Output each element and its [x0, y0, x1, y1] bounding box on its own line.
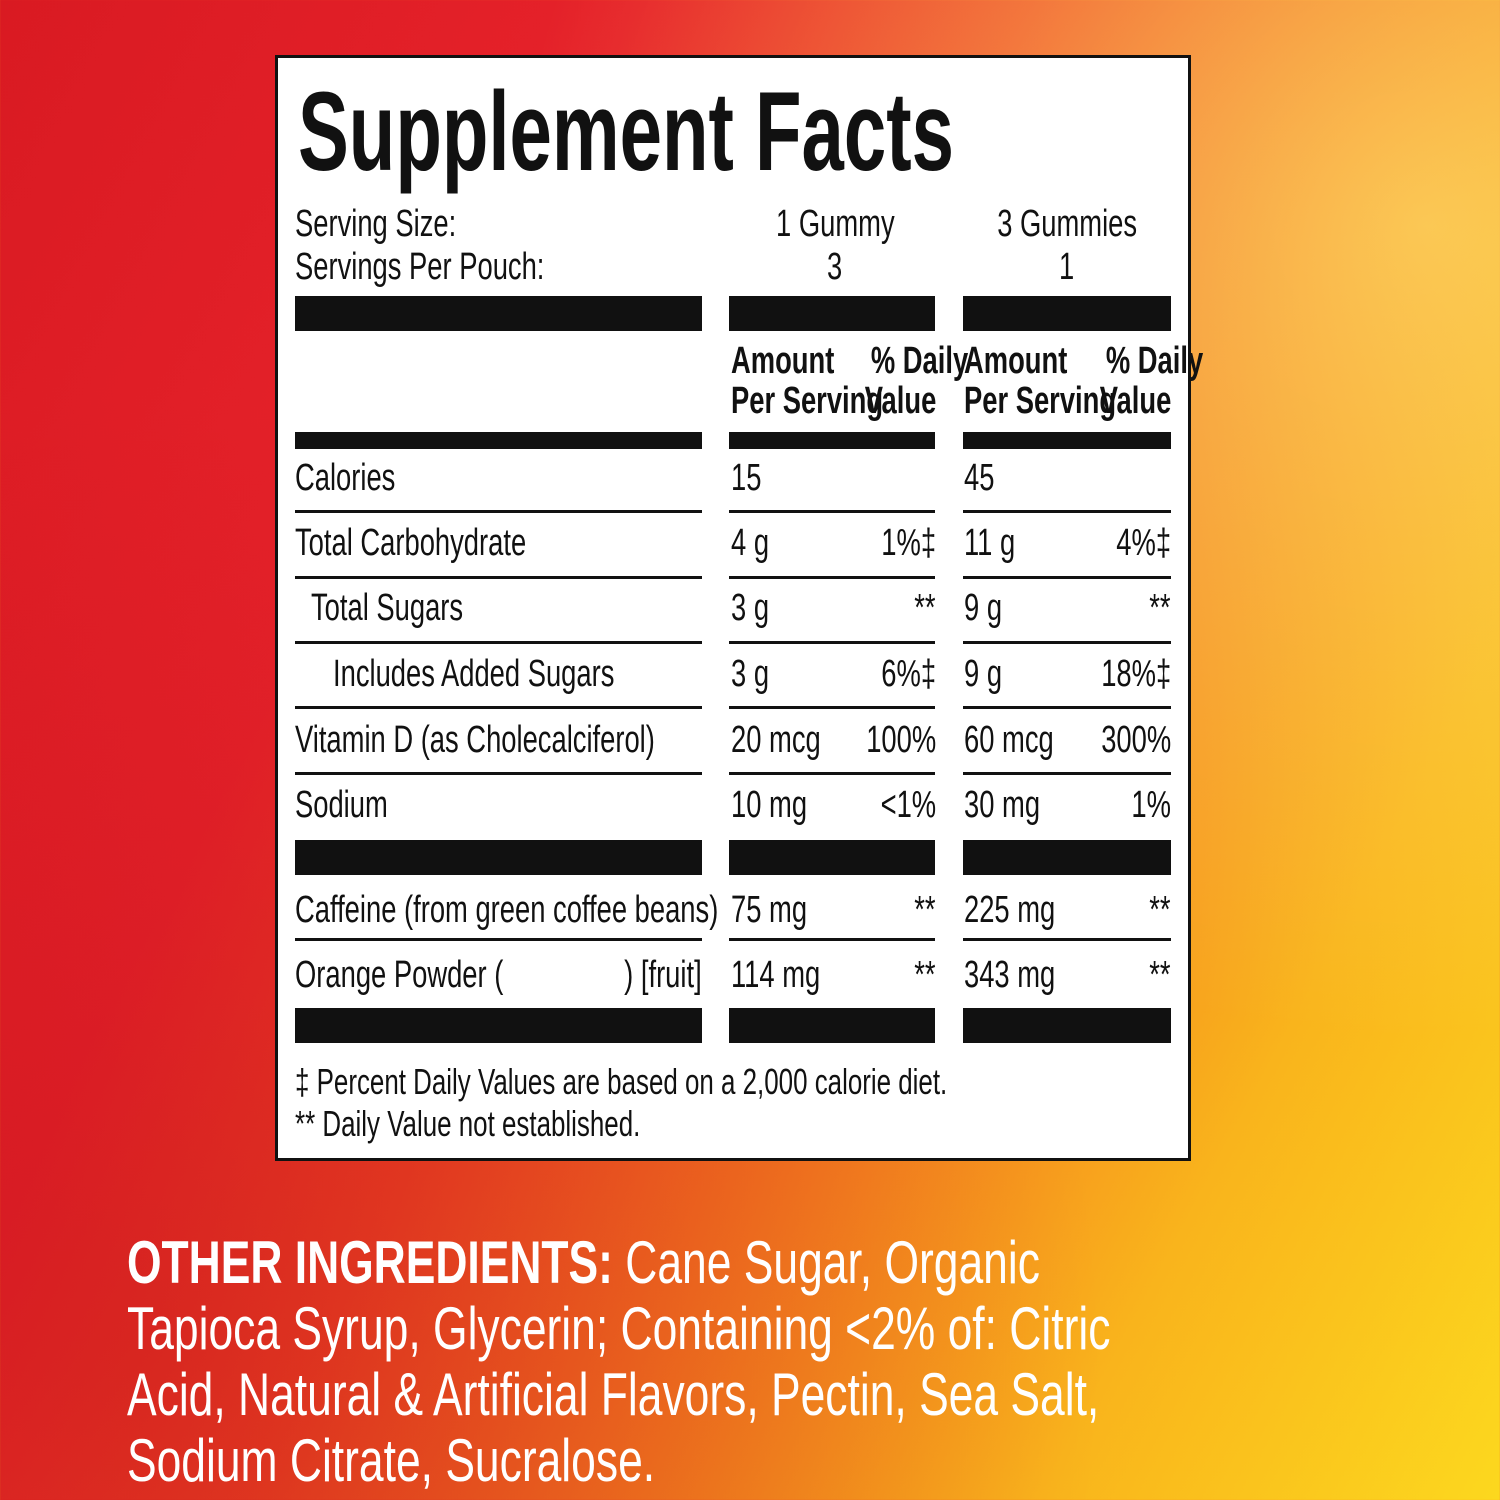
row-divider: [295, 772, 702, 775]
col1-daily-value: <1%: [880, 784, 936, 826]
serving-size-label: Serving Size:: [295, 203, 457, 245]
row-label: Caffeine (from green coffee beans): [295, 889, 719, 931]
col1-daily-value: **: [914, 954, 936, 996]
col1-daily-value: 6%‡: [881, 653, 936, 695]
row-divider: [729, 576, 935, 579]
row-label: Orange Powder (: [295, 954, 504, 996]
other-ingredients: OTHER INGREDIENTS: Cane Sugar, Organic T…: [127, 1230, 1500, 1494]
col2-servings: 1: [1059, 246, 1075, 288]
col1-amount: 15: [731, 457, 762, 499]
row-label-end: ) [fruit]: [624, 954, 702, 996]
separator-bar: [295, 840, 702, 875]
col1-amount: 4 g: [731, 522, 770, 564]
row-divider: [295, 510, 702, 513]
col2-amount: 11 g: [964, 522, 1016, 564]
col2-amount: 9 g: [964, 587, 1003, 629]
row-divider: [963, 576, 1171, 579]
col1-amount-header: Amount Per Serving: [731, 340, 884, 422]
col2-daily-value: 18%‡: [1101, 653, 1171, 695]
col2-daily-value: 300%: [1101, 719, 1171, 761]
separator-bar: [729, 432, 935, 449]
row-divider: [295, 641, 702, 644]
col2-daily-value: [1013, 458, 1171, 498]
separator-bar: [729, 1008, 935, 1043]
col2-amount: 30 mg: [964, 784, 1041, 826]
row-divider: [729, 641, 935, 644]
col2-serving-size: 3 Gummies: [997, 203, 1137, 245]
row-label: Includes Added Sugars: [333, 653, 615, 695]
col1-daily-value: [778, 458, 936, 498]
row-label: Total Carbohydrate: [295, 522, 527, 564]
col2-daily-value: 1%: [1131, 784, 1171, 826]
separator-bar: [963, 432, 1171, 449]
row-divider: [295, 576, 702, 579]
row-label: Vitamin D (as Cholecalciferol): [295, 719, 655, 761]
row-label: Sodium: [295, 784, 388, 826]
row-divider: [295, 938, 702, 941]
other-ingredients-text: Cane Sugar, Organic Tapioca Syrup, Glyce…: [127, 1229, 1111, 1494]
col2-amount: 9 g: [964, 653, 1003, 695]
col1-daily-value: **: [914, 889, 936, 931]
row-label: Total Sugars: [311, 587, 464, 629]
row-label: Calories: [295, 457, 396, 499]
panel-title: Supplement Facts: [298, 69, 954, 194]
separator-bar: [295, 1008, 702, 1043]
footnote-not-established: ** Daily Value not established.: [295, 1103, 641, 1144]
row-divider: [729, 938, 935, 941]
separator-bar: [963, 1008, 1171, 1043]
col1-daily-value: 100%: [866, 719, 936, 761]
col2-dv-header: % Daily Value: [1099, 340, 1204, 422]
col2-daily-value: **: [1149, 889, 1171, 931]
col2-amount-header: Amount Per Serving: [964, 340, 1117, 422]
col2-amount: 343 mg: [964, 954, 1056, 996]
row-divider: [963, 706, 1171, 709]
col1-amount: 3 g: [731, 653, 770, 695]
col1-amount: 3 g: [731, 587, 770, 629]
other-ingredients-label: OTHER INGREDIENTS:: [127, 1229, 613, 1296]
col1-amount: 20 mcg: [731, 719, 821, 761]
col1-serving-size: 1 Gummy: [775, 203, 895, 245]
footnote-dv: ‡ Percent Daily Values are based on a 2,…: [295, 1061, 948, 1102]
row-divider: [963, 938, 1171, 941]
col1-amount: 75 mg: [731, 889, 808, 931]
row-divider: [729, 510, 935, 513]
supplement-facts-panel: Supplement Facts Serving Size: Servings …: [275, 55, 1204, 1161]
separator-bar: [963, 296, 1171, 331]
col2-daily-value: **: [1149, 587, 1171, 629]
row-divider: [729, 772, 935, 775]
col2-amount: 60 mcg: [964, 719, 1054, 761]
col2-amount: 225 mg: [964, 889, 1056, 931]
col2-daily-value: **: [1149, 954, 1171, 996]
row-divider: [295, 706, 702, 709]
row-divider: [963, 772, 1171, 775]
col1-amount: 114 mg: [731, 954, 821, 996]
separator-bar: [963, 840, 1171, 875]
row-divider: [963, 641, 1171, 644]
servings-per-label: Servings Per Pouch:: [295, 246, 545, 288]
separator-bar: [295, 296, 702, 331]
col1-dv-header: % Daily Value: [864, 340, 969, 422]
col1-daily-value: 1%‡: [881, 522, 936, 564]
separator-bar: [729, 840, 935, 875]
col1-servings: 3: [827, 246, 843, 288]
separator-bar: [729, 296, 935, 331]
row-divider: [729, 706, 935, 709]
col2-daily-value: 4%‡: [1116, 522, 1171, 564]
separator-bar: [295, 432, 702, 449]
col1-daily-value: **: [914, 587, 936, 629]
col2-amount: 45: [964, 457, 995, 499]
row-divider: [963, 510, 1171, 513]
col1-amount: 10 mg: [731, 784, 808, 826]
